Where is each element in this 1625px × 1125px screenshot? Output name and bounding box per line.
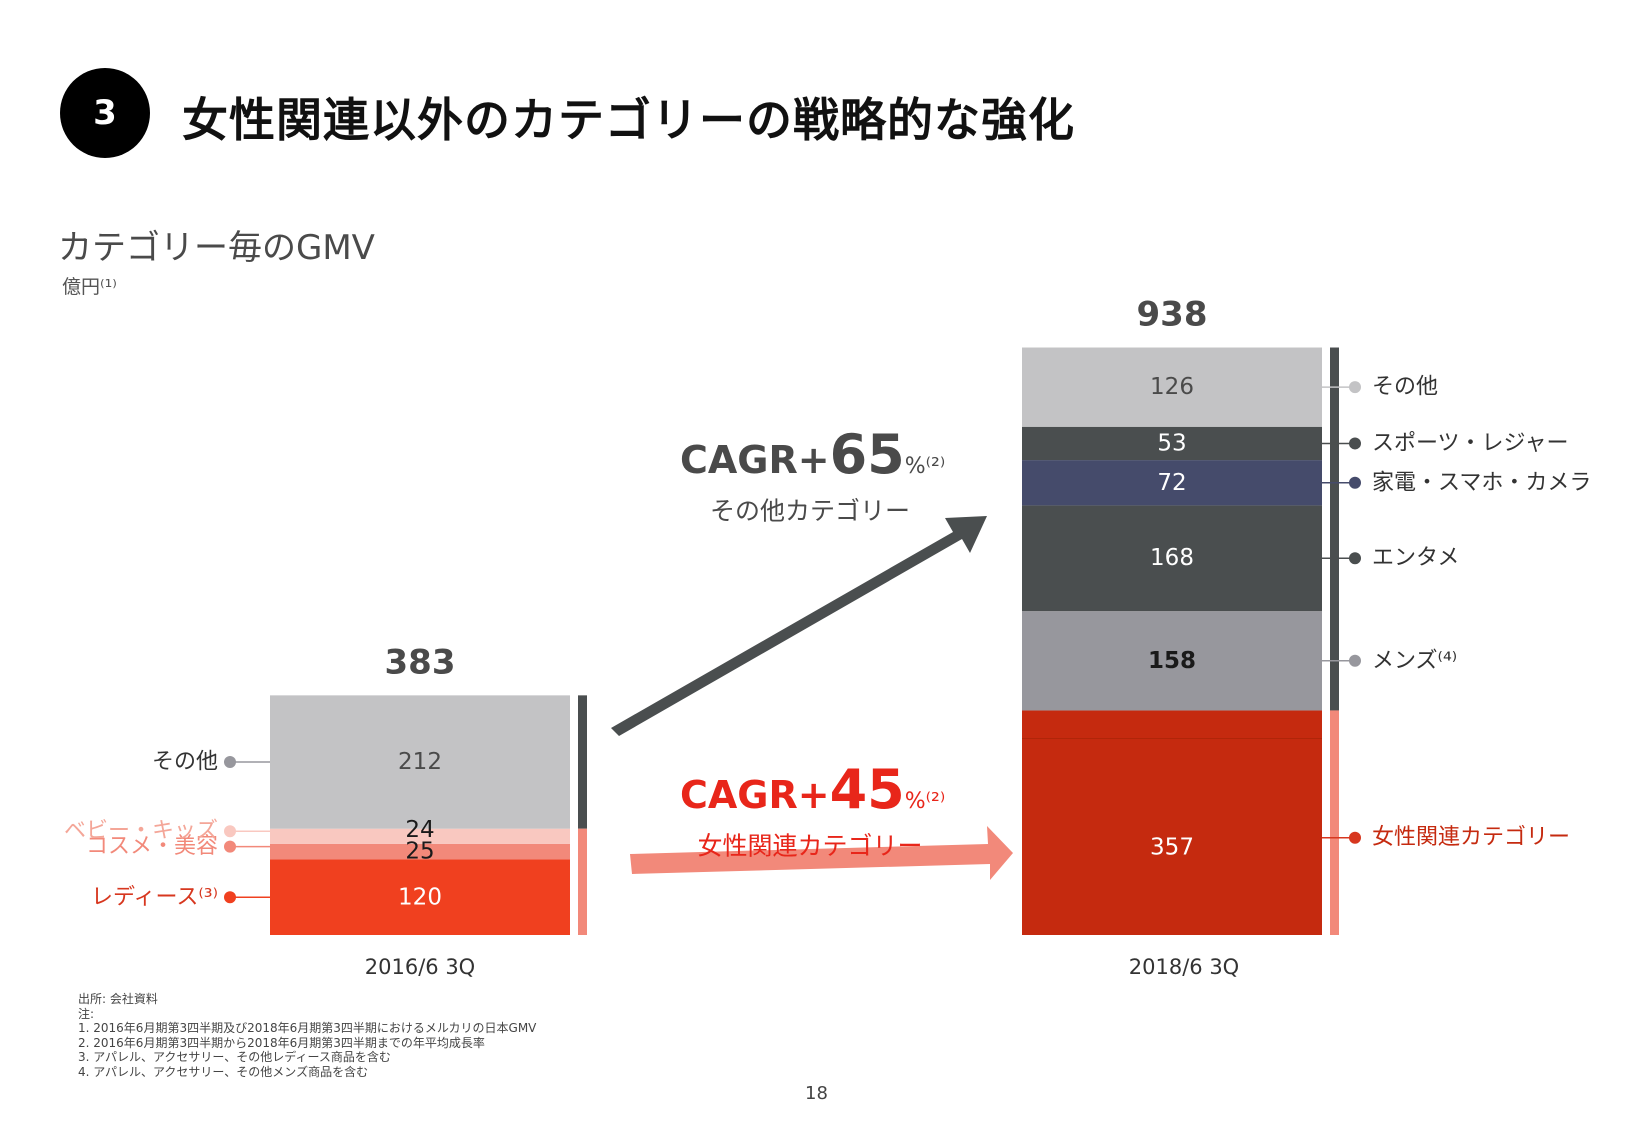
footnote-1: 1. 2016年6月期第3四半期及び2018年6月期第3四半期におけるメルカリの…: [78, 1021, 537, 1035]
right-bar-1: [1022, 611, 1322, 711]
right-legend-label-4: スポーツ・レジャー: [1372, 431, 1568, 456]
left-bar-3: [270, 695, 570, 829]
left-legend-label-0: レディース⁽³⁾: [91, 885, 218, 910]
left-category-label: 2016/6 3Q: [365, 955, 475, 979]
left-legend-label-1: コスメ・美容: [86, 834, 218, 859]
left-bar-1: [270, 843, 570, 860]
right-legend-dot-1: [1349, 654, 1361, 667]
right-legend-label-1: メンズ⁽⁴⁾: [1372, 648, 1457, 673]
right-legend-dot-3: [1349, 476, 1361, 489]
right-legend-label-2: エンタメ: [1372, 546, 1459, 571]
right-bar-0: [1022, 710, 1322, 935]
right-value-label-3: 72: [1157, 470, 1186, 496]
right-bar-2: [1022, 505, 1322, 612]
right-women-strip: [1330, 710, 1339, 935]
right-legend-dot-4: [1349, 437, 1361, 450]
left-bar-0: [270, 859, 570, 935]
right-legend-dot-2: [1349, 552, 1361, 565]
right-other-strip: [1330, 347, 1339, 711]
left-legend-dot-1: [224, 840, 236, 853]
left-legend-dot-0: [224, 891, 236, 904]
footnote-3: 3. アパレル、アクセサリー、その他レディース商品を含む: [78, 1050, 391, 1064]
left-legend-label-3: その他: [152, 750, 218, 775]
right-value-label-2: 168: [1150, 545, 1194, 571]
left-women-strip: [578, 828, 587, 935]
left-value-label-1: 25: [405, 839, 434, 865]
cagr-women-annotation-label: 女性関連カテゴリー: [697, 832, 922, 861]
left-other-strip: [578, 695, 587, 829]
right-bar-4: [1022, 426, 1322, 461]
left-value-label-2: 24: [405, 817, 434, 843]
cagr-other-annotation-label: その他カテゴリー: [710, 497, 910, 526]
right-legend-dot-5: [1349, 381, 1361, 394]
right-total-label: 938: [1137, 295, 1208, 335]
footnote-4: 4. アパレル、アクセサリー、その他メンズ商品を含む: [78, 1064, 369, 1079]
left-bar-2: [270, 828, 570, 844]
right-value-label-4: 53: [1157, 430, 1186, 456]
left-total-label: 383: [385, 642, 456, 682]
right-bar-3: [1022, 460, 1322, 506]
unit-label: 億円⁽¹⁾: [62, 276, 117, 298]
footnote-2: 2. 2016年6月期第3四半期から2018年6月期第3四半期までの年平均成長率: [78, 1035, 485, 1050]
right-bar-5: [1022, 347, 1322, 427]
right-value-label-0: 357: [1150, 835, 1194, 861]
right-value-label-5: 126: [1150, 374, 1194, 400]
left-value-label-0: 120: [398, 884, 442, 910]
footnote-source: 出所: 会社資料: [78, 992, 158, 1006]
right-legend-label-3: 家電・スマホ・カメラ: [1372, 470, 1591, 495]
chart-title: カテゴリー毎のGMV: [58, 228, 375, 268]
footnotes: 出所: 会社資料 注: 1. 2016年6月期第3四半期及び2018年6月期第3…: [78, 992, 536, 1079]
left-legend-dot-3: [224, 756, 236, 769]
cagr-women-annotation: CAGR+45%⁽²⁾: [680, 758, 945, 821]
women-growth-arrow: [630, 826, 1013, 880]
left-legend-label-2: ベビー・キッズ: [64, 819, 218, 844]
left-value-label-3: 212: [398, 749, 442, 775]
page-title: 女性関連以外のカテゴリーの戦略的な強化: [182, 93, 1075, 147]
right-value-label-1: 158: [1148, 648, 1196, 674]
right-category-label: 2018/6 3Q: [1129, 955, 1239, 979]
right-legend-dot-0: [1349, 831, 1361, 844]
section-number-badge: 3: [60, 68, 150, 158]
cagr-other-annotation: CAGR+65%⁽²⁾: [680, 423, 945, 486]
left-legend-dot-2: [224, 825, 236, 838]
page-number: 18: [805, 1083, 828, 1104]
right-legend-label-0: 女性関連カテゴリー: [1372, 825, 1570, 850]
footnote-heading: 注:: [78, 1006, 95, 1021]
other-growth-arrow: [611, 516, 987, 736]
right-legend-label-5: その他: [1372, 375, 1438, 400]
